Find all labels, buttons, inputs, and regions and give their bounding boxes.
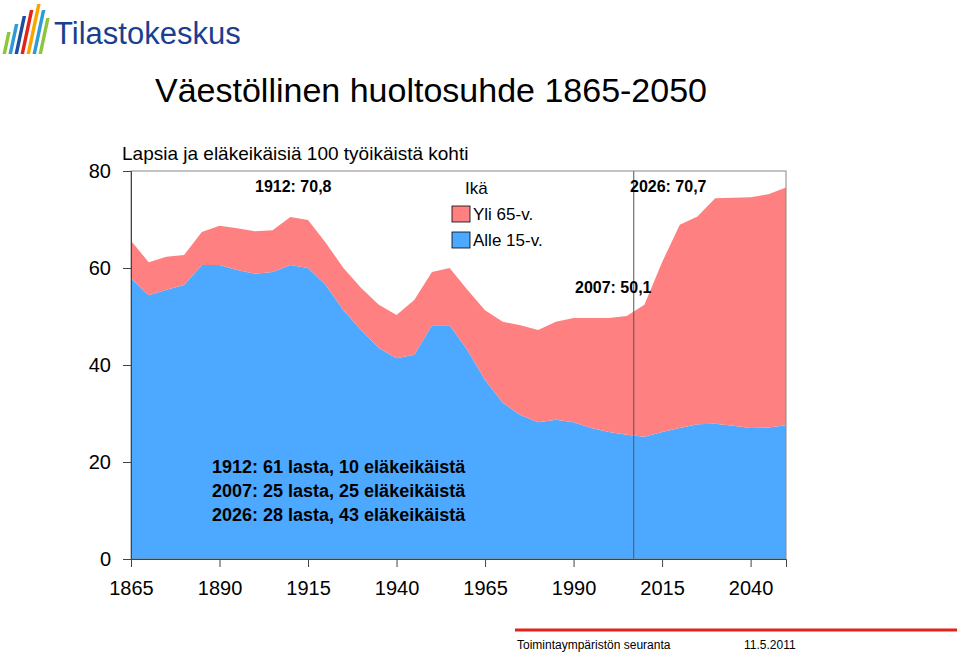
area-1 <box>131 187 786 436</box>
footer-date: 11.5.2011 <box>744 638 796 652</box>
y-tick-label: 0 <box>100 548 111 570</box>
footer-source: Toimintaympäristön seuranta <box>517 638 671 652</box>
x-tick-mark <box>220 559 221 567</box>
x-tick-label: 2015 <box>640 577 685 599</box>
annotation: 2007: 50,1 <box>575 279 652 296</box>
x-tick-mark <box>751 559 752 567</box>
x-tick-mark <box>308 559 309 567</box>
x-tick-mark <box>485 559 486 567</box>
legend: Ikä Yli 65-v. Alle 15-v. <box>452 179 543 250</box>
title: Väestöllinen huoltosuhde 1865-2050 <box>155 71 707 109</box>
x-tick-mark <box>397 559 398 567</box>
subtitle: Lapsia ja eläkeikäisiä 100 työikäistä ko… <box>122 143 468 164</box>
y-tick-label: 60 <box>89 257 111 279</box>
logo-bar <box>39 18 50 54</box>
annotation: 2026: 70,7 <box>630 178 707 195</box>
x-tick: 2040 <box>729 559 774 599</box>
x-tick: 1940 <box>375 559 420 599</box>
legend-title: Ikä <box>465 179 488 198</box>
x-tick: 1990 <box>552 559 597 599</box>
y-tick: 80 <box>89 160 131 182</box>
note: 2026: 28 lasta, 43 eläkeikäistä <box>212 505 466 525</box>
x-tick: 1890 <box>198 559 243 599</box>
y-tick: 20 <box>89 451 131 473</box>
y-tick-label: 80 <box>89 160 111 182</box>
x-tick: 2015 <box>640 559 685 599</box>
legend-swatch <box>452 206 470 222</box>
x-axis-line <box>132 560 787 568</box>
reference-line <box>633 171 634 559</box>
y-axis-line <box>123 172 132 560</box>
x-tick-label: 1865 <box>109 577 154 599</box>
y-tick-mark <box>123 462 131 463</box>
x-axis: 1865 1890 1915 1940 1965 1990 2015 2040 <box>109 559 786 599</box>
logo: Tilastokeskus <box>3 4 241 54</box>
logo-text: Tilastokeskus <box>54 16 241 51</box>
legend-label: Alle 15-v. <box>473 231 543 250</box>
x-tick-label: 1965 <box>463 577 508 599</box>
note: 1912: 61 lasta, 10 eläkeikäistä <box>212 457 466 477</box>
x-tick-label: 2040 <box>729 577 774 599</box>
annotation: 1912: 70,8 <box>255 178 332 195</box>
y-axis: 0 20 40 60 80 <box>89 160 132 570</box>
y-tick-mark <box>123 365 131 366</box>
x-tick-label: 1915 <box>286 577 331 599</box>
x-tick: 1865 <box>109 559 154 599</box>
x-tick: 1965 <box>463 559 508 599</box>
legend-label: Yli 65-v. <box>473 205 533 224</box>
x-tick-label: 1890 <box>198 577 243 599</box>
y-tick-mark <box>123 171 131 172</box>
x-tick-mark <box>662 559 663 567</box>
x-tick-mark <box>574 559 575 567</box>
y-tick-mark <box>123 268 131 269</box>
x-tick: 1915 <box>286 559 331 599</box>
plot-frame <box>131 171 786 559</box>
y-tick-label: 40 <box>89 354 111 376</box>
y-tick: 0 <box>100 548 131 570</box>
legend-swatch <box>452 232 470 248</box>
y-tick-label: 20 <box>89 451 111 473</box>
note: 2007: 25 lasta, 25 eläkeikäistä <box>212 481 466 501</box>
plot-area <box>131 171 786 559</box>
x-tick-mark <box>131 559 132 567</box>
footer-rule <box>515 629 957 632</box>
x-tick-label: 1940 <box>375 577 420 599</box>
x-tick-label: 1990 <box>552 577 597 599</box>
y-tick: 60 <box>89 257 131 279</box>
chart: Tilastokeskus Väestöllinen huoltosuhde 18… <box>0 0 959 654</box>
y-tick-mark <box>123 559 131 560</box>
y-tick: 40 <box>89 354 131 376</box>
